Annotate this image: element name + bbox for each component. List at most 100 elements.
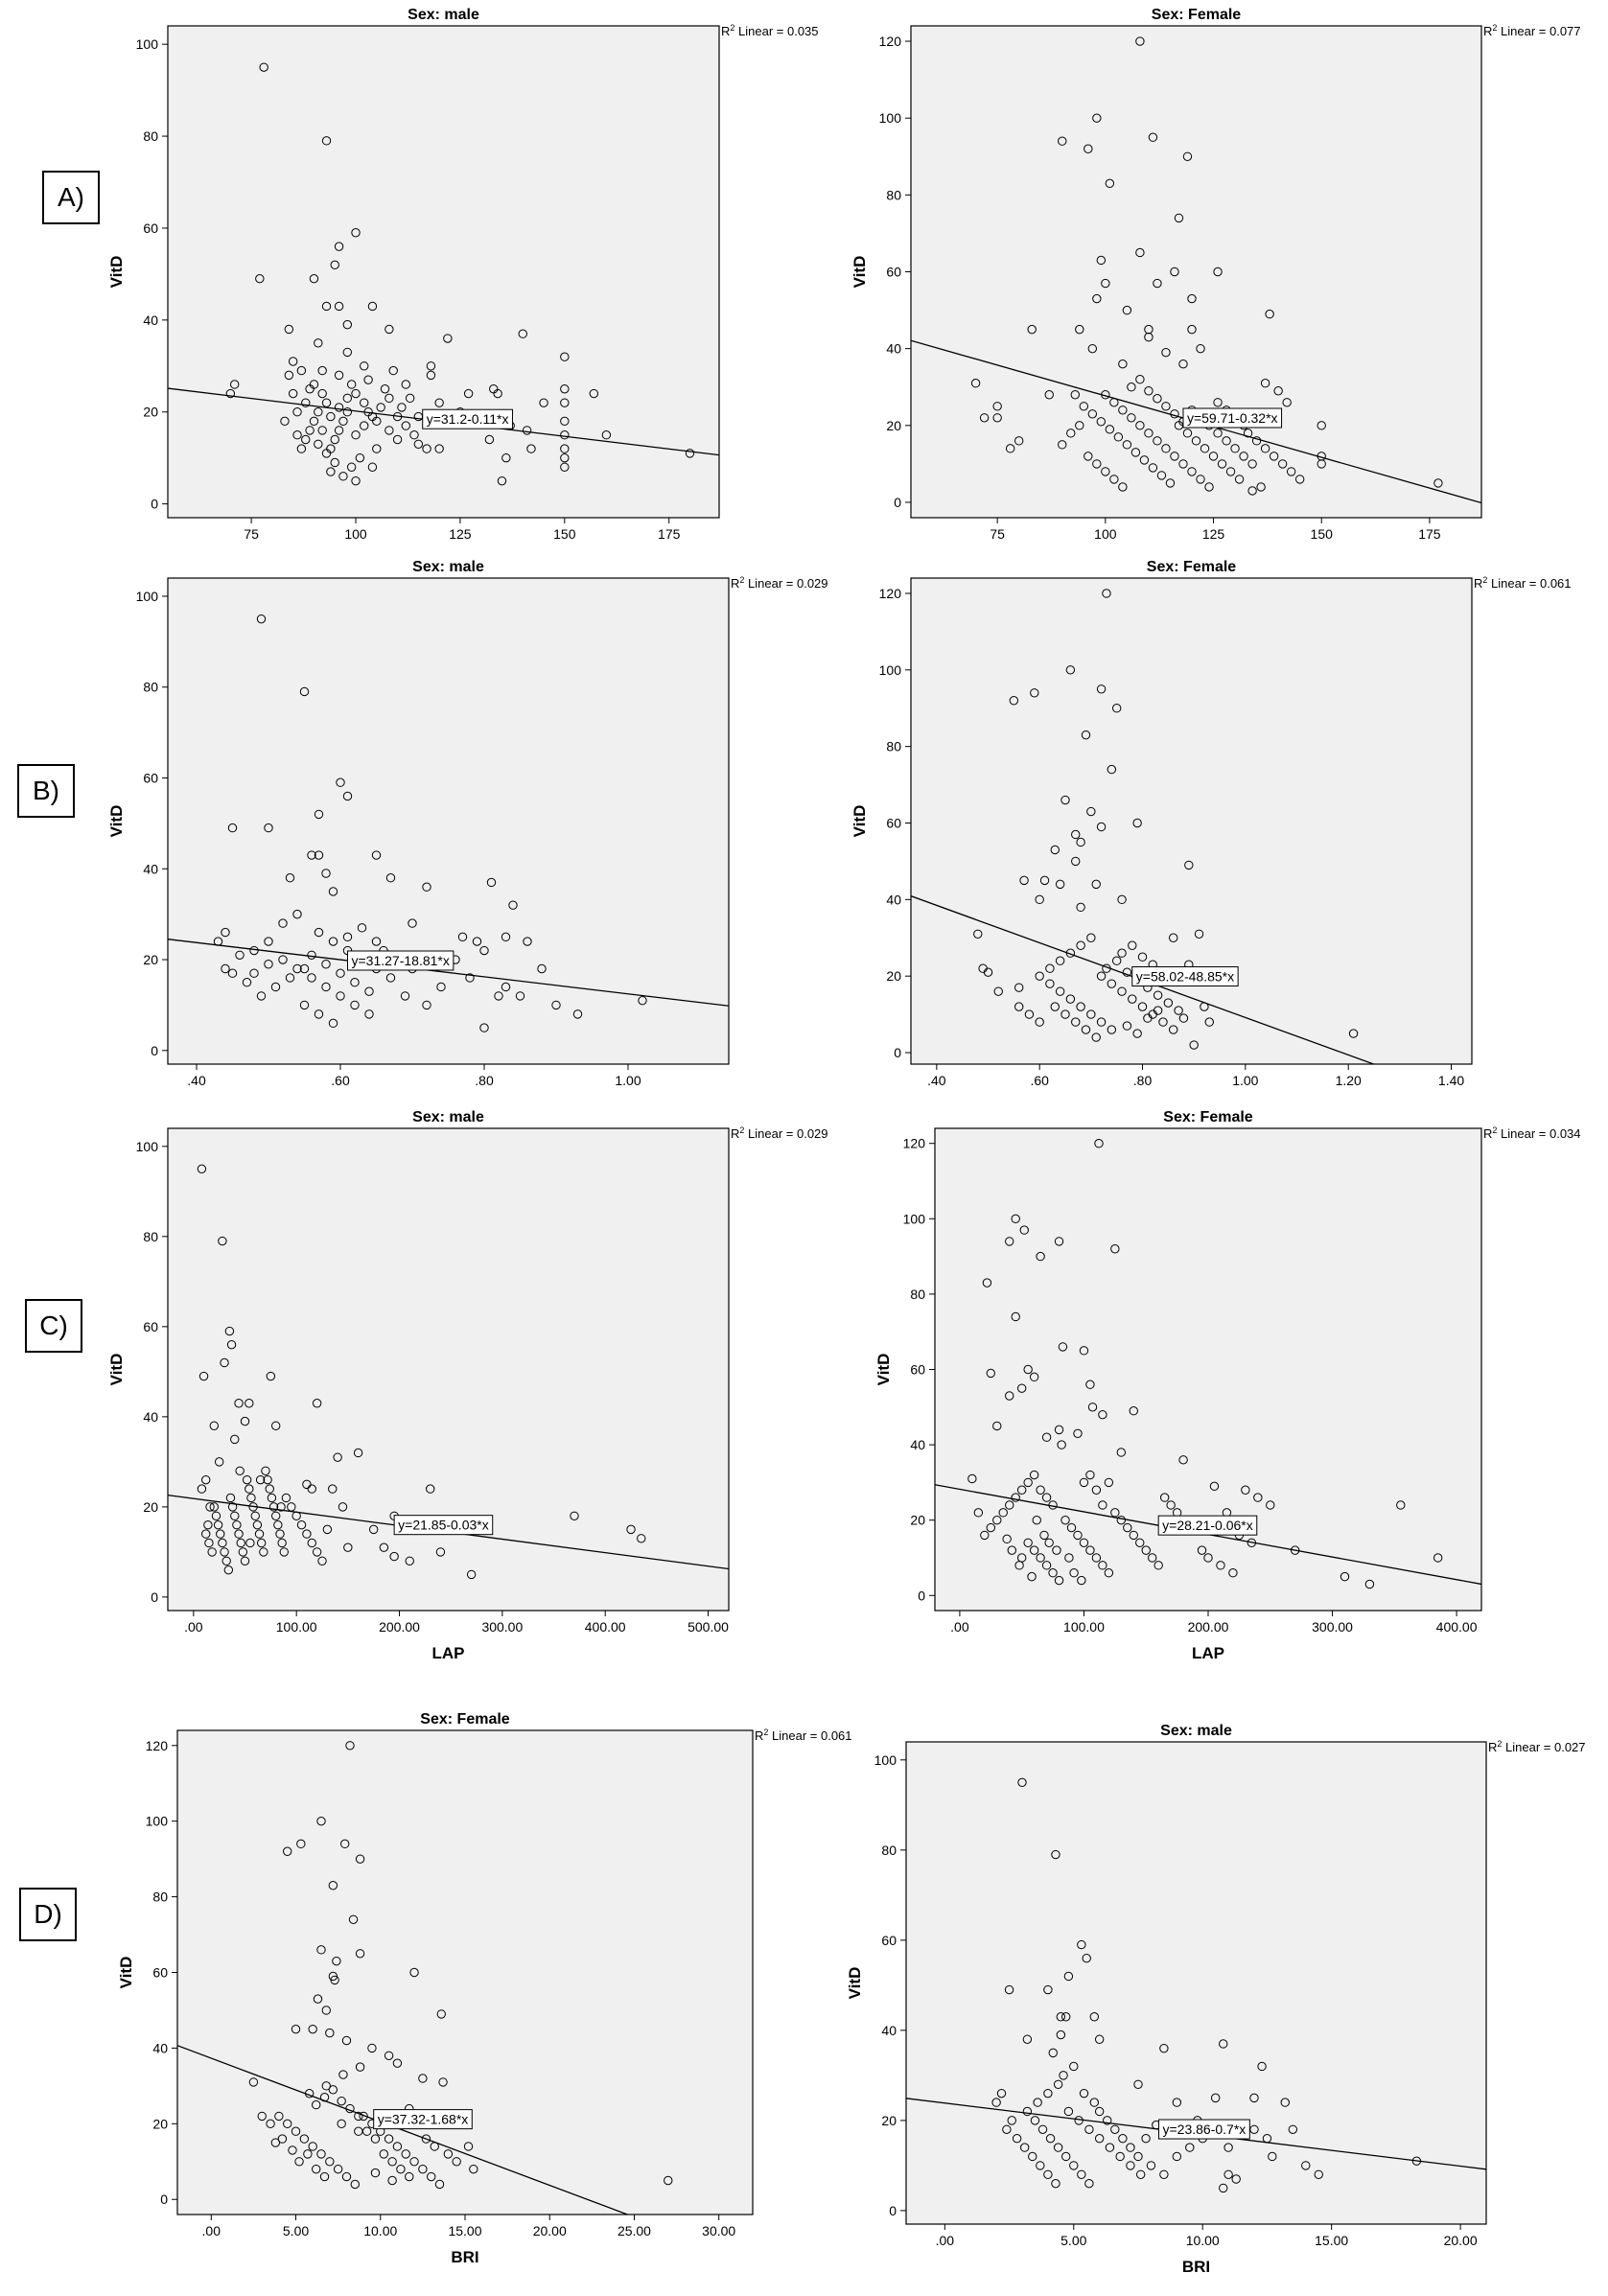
r2-label: R2 Linear = 0.027 (1488, 1739, 1586, 1754)
data-point (1364, 1579, 1375, 1589)
data-point (539, 398, 548, 407)
data-point (372, 444, 382, 453)
data-point (384, 2051, 394, 2060)
data-point (1122, 967, 1132, 977)
data-point (1060, 1009, 1070, 1019)
data-point (277, 2134, 288, 2144)
data-point (1251, 436, 1262, 446)
y-tick-label: 0 (151, 1589, 158, 1605)
data-point (1174, 1006, 1183, 1015)
data-point (1165, 478, 1176, 488)
x-tick-label: 10.00 (1186, 2233, 1220, 2248)
data-point (321, 136, 332, 146)
data-point (312, 1399, 322, 1408)
equation-label: y=28.21-0.06*x (1162, 1518, 1253, 1533)
data-point (367, 301, 378, 312)
data-point (1076, 902, 1085, 913)
equation-frame (1182, 407, 1283, 429)
data-point (401, 380, 410, 389)
data-point (1011, 1311, 1020, 1322)
data-point (338, 2070, 348, 2079)
data-point (1084, 2124, 1094, 2134)
data-point (1079, 2088, 1089, 2099)
data-point (337, 2096, 346, 2106)
x-tick-label: 25.00 (618, 2223, 651, 2238)
data-point (1148, 1553, 1157, 1563)
data-point (367, 2043, 377, 2053)
data-point (380, 384, 390, 394)
data-point (409, 2157, 419, 2167)
data-point (501, 932, 511, 942)
data-point (1073, 1428, 1083, 1439)
data-point (1139, 455, 1150, 465)
data-point (342, 319, 353, 330)
data-point (409, 1967, 419, 1978)
data-point (1019, 2143, 1030, 2152)
data-point (1433, 478, 1443, 488)
data-point (1019, 875, 1029, 886)
data-point (301, 398, 311, 407)
data-point (1060, 795, 1070, 805)
x-axis-label: BRI (1182, 2258, 1210, 2276)
data-point (1153, 394, 1162, 404)
data-point (1045, 979, 1055, 988)
data-point (426, 1484, 435, 1494)
data-point (229, 380, 240, 389)
data-point (601, 430, 612, 440)
data-point (508, 900, 518, 910)
r2-label: R2 Linear = 0.061 (755, 1728, 852, 1743)
data-point (970, 379, 981, 388)
data-point (1159, 2169, 1169, 2179)
y-tick-label: 120 (879, 586, 902, 601)
data-point (1044, 390, 1054, 400)
x-tick-label: 10.00 (363, 2223, 397, 2238)
data-point (288, 357, 298, 366)
r2-label: R2 Linear = 0.034 (1483, 1125, 1581, 1141)
data-point (342, 347, 353, 358)
data-point (268, 1502, 279, 1512)
data-point (312, 1547, 322, 1557)
data-point (330, 1975, 339, 1985)
data-point (1169, 1025, 1178, 1034)
data-point (351, 388, 361, 399)
data-point (328, 1018, 338, 1029)
data-point (1096, 971, 1107, 981)
data-point (1118, 482, 1128, 492)
data-point (1079, 1477, 1089, 1488)
data-point (321, 301, 332, 312)
data-point (1208, 452, 1219, 461)
data-point (296, 1519, 307, 1530)
data-point (1314, 2169, 1323, 2179)
data-point (1187, 324, 1197, 335)
data-point (1064, 1553, 1074, 1563)
data-point (1189, 1040, 1199, 1050)
data-point (355, 452, 365, 463)
data-point (317, 365, 327, 376)
data-point (203, 1519, 213, 1530)
data-point (422, 1000, 431, 1010)
data-point (1104, 1477, 1114, 1488)
regression-line (911, 895, 1376, 1064)
plot-area (167, 577, 730, 1065)
data-point (321, 960, 331, 969)
data-point (379, 1542, 389, 1552)
y-tick-label: 80 (886, 187, 901, 202)
data-point (1012, 2133, 1022, 2144)
x-tick-label: 30.00 (702, 2223, 735, 2238)
data-point (314, 338, 323, 348)
data-point (197, 1164, 207, 1174)
y-tick-label: 60 (143, 770, 158, 785)
data-point (1143, 1013, 1153, 1023)
data-point (993, 986, 1003, 996)
data-point (305, 384, 315, 394)
data-point (1182, 429, 1193, 438)
data-point (1118, 2133, 1128, 2144)
data-point (1023, 1364, 1033, 1375)
data-point (1030, 2116, 1040, 2125)
data-point (1014, 436, 1024, 446)
data-point (299, 2134, 310, 2144)
data-point (1014, 983, 1024, 992)
y-tick-label: 80 (143, 1229, 158, 1244)
r2-label: R2 Linear = 0.029 (731, 575, 828, 591)
